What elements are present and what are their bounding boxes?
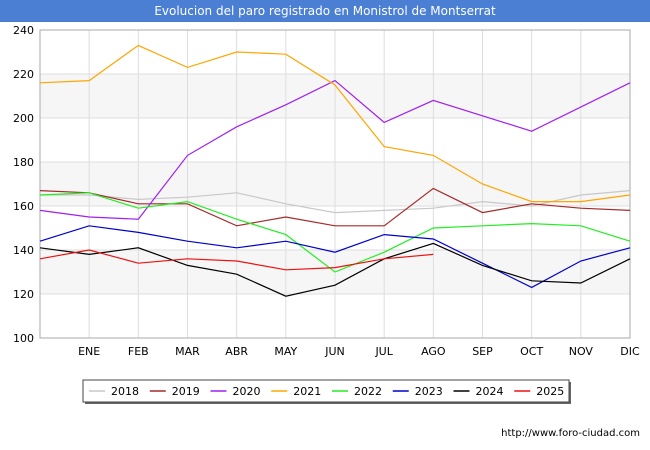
- legend-label-2022: 2022: [354, 385, 382, 398]
- y-tick-label: 180: [13, 156, 34, 169]
- legend-box: [82, 379, 570, 403]
- y-tick-label: 240: [13, 24, 34, 37]
- legend-label-2019: 2019: [172, 385, 200, 398]
- legend-label-2018: 2018: [111, 385, 139, 398]
- series-line-2023: [39, 225, 631, 289]
- x-tick-label: JUL: [374, 345, 393, 358]
- x-tick-label: ENE: [78, 345, 100, 358]
- chart-title: Evolucion del paro registrado en Monistr…: [0, 0, 650, 22]
- series-line-2024: [39, 242, 631, 297]
- legend-label-2025: 2025: [536, 385, 564, 398]
- legend-label-2021: 2021: [293, 385, 321, 398]
- x-tick-label: JUN: [324, 345, 345, 358]
- x-tick-label: OCT: [520, 345, 543, 358]
- x-tick-label: SEP: [472, 345, 493, 358]
- y-tick-label: 160: [13, 200, 34, 213]
- series-line-2019: [39, 187, 631, 227]
- x-tick-label: AGO: [421, 345, 446, 358]
- x-tick-label: MAY: [274, 345, 297, 358]
- x-tick-label: FEB: [128, 345, 149, 358]
- plot-border: [39, 29, 631, 339]
- y-tick-label: 100: [13, 332, 34, 345]
- series-line-2025: [39, 249, 434, 271]
- y-tick-label: 220: [13, 68, 34, 81]
- x-tick-label: MAR: [175, 345, 200, 358]
- series-line-2022: [39, 192, 631, 273]
- series-line-2018: [40, 190, 631, 214]
- x-tick-label: NOV: [569, 345, 594, 358]
- source-label: http://www.foro-ciudad.com: [501, 428, 640, 439]
- legend-label-2023: 2023: [415, 385, 443, 398]
- y-tick-label: 120: [13, 288, 34, 301]
- y-tick-label: 200: [13, 112, 34, 125]
- x-tick-label: ABR: [225, 345, 248, 358]
- series-line-2020: [39, 79, 631, 220]
- x-tick-label: DIC: [620, 345, 640, 358]
- legend-label-2024: 2024: [476, 385, 504, 398]
- legend-label-2020: 2020: [233, 385, 261, 398]
- y-tick-label: 140: [13, 244, 34, 257]
- series-line-2021: [39, 44, 631, 203]
